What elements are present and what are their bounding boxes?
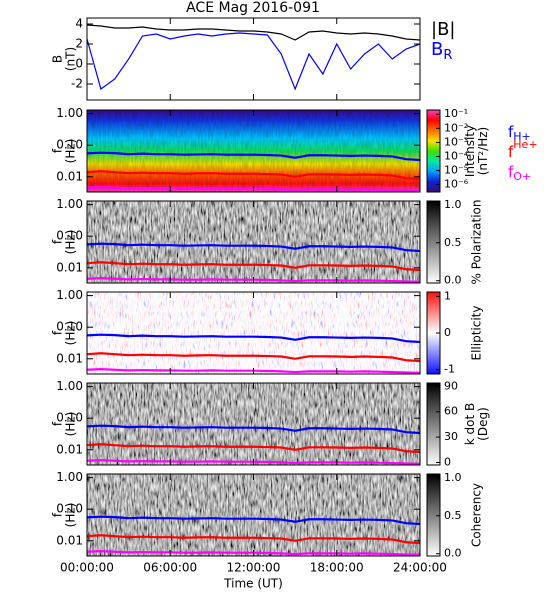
colorbar-tick-label: 1.0	[444, 198, 462, 211]
x-tick-label: 06:00:00	[143, 561, 197, 575]
x-tick-label: 18:00:00	[310, 561, 364, 575]
colorbar-tick-label: 10⁻⁴	[444, 149, 469, 162]
colorbar-label: k dot B	[463, 403, 477, 445]
colorbar	[426, 109, 441, 193]
data-line	[86, 352, 421, 363]
colorbar-label: (Deg)	[476, 407, 490, 441]
x-axis-label: Time (UT)	[223, 577, 283, 591]
colorbar	[426, 473, 441, 557]
x-tick-label: 24:00:00	[393, 561, 447, 575]
colorbar-tick-label: 0.5	[444, 509, 462, 522]
y-tick-label: 0.01	[56, 533, 83, 547]
colorbar-tick-label: 10⁻³	[444, 135, 468, 148]
y-tick-label: 1.00	[56, 379, 83, 393]
plot-frame	[86, 17, 421, 101]
y-axis-label: f	[51, 512, 65, 517]
legend-label: fHe+	[508, 138, 538, 161]
data-line	[86, 261, 421, 272]
legend-label: fH+	[508, 123, 531, 144]
colorbar-tick-label: 1.0	[444, 471, 462, 484]
colorbar-tick-label: 10⁻⁶	[444, 178, 469, 191]
colorbar-tick-label: 0	[444, 326, 451, 339]
colorbar-label: Ellipticity	[470, 306, 484, 361]
y-axis-label: (Hz)	[64, 412, 78, 437]
colorbar	[426, 382, 441, 466]
y-tick-label: 0.10	[56, 502, 83, 516]
x-tick-label: 12:00:00	[227, 561, 281, 575]
y-tick-label: 0	[75, 57, 83, 71]
data-line	[86, 424, 421, 435]
colorbar-tick-label: 30	[444, 430, 458, 443]
colorbar-tick-label: 60	[444, 405, 458, 418]
y-axis-label: (Hz)	[64, 139, 78, 164]
y-tick-label: 1.00	[56, 197, 83, 211]
colorbar-label: (nT²/Hz)	[476, 127, 490, 175]
y-axis-label: f	[51, 421, 65, 426]
legend-label: fO+	[508, 163, 531, 184]
spectrogram-noise	[87, 110, 420, 192]
colorbar-label: Intensity	[463, 125, 477, 177]
spectrogram	[87, 292, 420, 374]
colorbar-tick-label: 10⁻⁵	[444, 164, 468, 177]
data-line	[86, 534, 421, 545]
data-line	[86, 170, 421, 181]
y-tick-label: 0.01	[56, 442, 83, 456]
colorbar-label: Coherency	[470, 483, 484, 547]
y-tick-label: 0.10	[56, 138, 83, 152]
y-tick-label: 0.10	[56, 411, 83, 425]
y-axis-label: f	[51, 239, 65, 244]
data-line	[86, 151, 421, 162]
chart-title: ACE Mag 2016-091	[186, 0, 320, 16]
y-tick-label: 1.00	[56, 470, 83, 484]
y-tick-label: -2	[71, 77, 83, 91]
y-tick-label: 0.01	[56, 260, 83, 274]
y-tick-label: 0.01	[56, 169, 83, 183]
y-axis-label: f	[51, 148, 65, 153]
data-line	[86, 32, 421, 91]
data-line	[86, 443, 421, 454]
data-line	[86, 24, 421, 41]
y-axis-label: (Hz)	[64, 321, 78, 346]
colorbar-tick-label: 0.5	[444, 236, 462, 249]
legend-label: |B|	[431, 19, 455, 40]
data-line	[86, 333, 421, 344]
data-line	[86, 242, 421, 253]
colorbar-tick-label: 0.0	[444, 274, 462, 287]
colorbar-tick-label: 10⁻¹	[444, 107, 468, 120]
colorbar-tick-label: -1	[444, 363, 455, 376]
y-tick-label: 0.01	[56, 351, 83, 365]
y-tick-label: 2	[75, 37, 83, 51]
colorbar-tick-label: 1	[444, 289, 451, 302]
spectrogram	[87, 383, 420, 465]
spectrogram	[87, 201, 420, 283]
y-axis-label: (nT)	[64, 47, 78, 71]
y-tick-label: 4	[75, 17, 83, 31]
y-tick-label: 0.10	[56, 320, 83, 334]
legend-label: BR	[431, 39, 452, 63]
colorbar-tick-label: 0.0	[444, 547, 462, 560]
data-line	[86, 515, 421, 526]
y-axis-label: (Hz)	[64, 503, 78, 528]
spectrogram	[87, 474, 420, 556]
y-axis-label: f	[51, 330, 65, 335]
y-axis-label: (Hz)	[64, 230, 78, 255]
colorbar-tick-label: 0	[444, 455, 451, 468]
colorbar-tick-label: 90	[444, 379, 458, 392]
colorbar-label: % Polarization	[470, 200, 484, 285]
colorbar	[426, 200, 441, 284]
y-axis-label: B	[51, 55, 65, 63]
x-tick-label: 00:00:00	[60, 561, 114, 575]
y-tick-label: 0.10	[56, 229, 83, 243]
y-tick-label: 1.00	[56, 106, 83, 120]
colorbar-tick-label: 10⁻²	[444, 121, 468, 134]
y-tick-label: 1.00	[56, 288, 83, 302]
